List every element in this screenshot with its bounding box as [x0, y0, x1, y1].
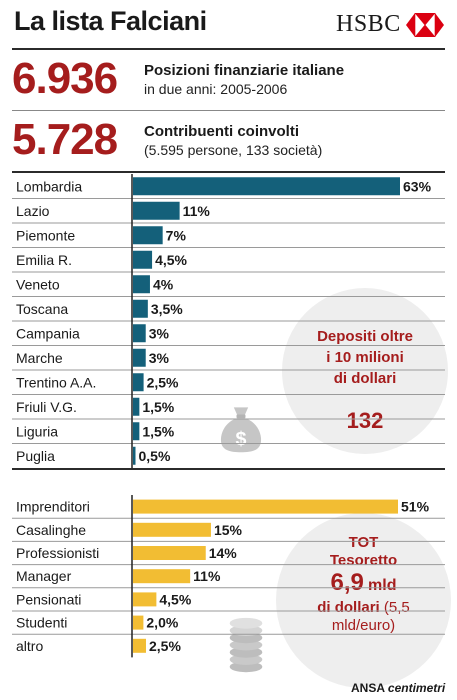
category-label: Imprenditori [16, 499, 90, 515]
region-value-label: 4,5% [155, 252, 187, 268]
category-value-label: 11% [193, 568, 221, 584]
region-bar [133, 250, 153, 269]
region-label: Puglia [16, 448, 55, 464]
brand-name: HSBC [336, 11, 401, 37]
region-value-label: 1,5% [142, 423, 174, 439]
region-label: Emilia R. [16, 252, 72, 268]
region-value-label: 4% [153, 276, 174, 292]
category-label: Studenti [16, 615, 67, 631]
category-value-label: 2,0% [146, 615, 178, 631]
credit: ANSA centimetri [351, 681, 445, 695]
category-label: Pensionati [16, 591, 81, 607]
region-label: Liguria [16, 423, 58, 439]
stat-number: 5.728 [12, 115, 118, 164]
region-value-label: 11% [183, 203, 211, 219]
region-value-label: 7% [166, 227, 187, 243]
region-bar [133, 397, 140, 416]
region-bar [133, 299, 148, 318]
stat-divider [12, 110, 445, 111]
deposits-callout-text: Depositi oltre i 10 milioni di dollari 1… [282, 326, 448, 435]
category-label: Manager [16, 568, 72, 584]
category-value-label: 14% [209, 545, 238, 561]
region-bar [133, 275, 150, 294]
region-bar [133, 226, 163, 245]
category-label: Professionisti [16, 545, 99, 561]
stat-taxpayers: 5.728 Contribuenti coinvolti (5.595 pers… [12, 118, 322, 162]
region-value-label: 3% [149, 325, 170, 341]
region-value-label: 2,5% [147, 374, 179, 390]
category-label: Casalinghe [16, 522, 86, 538]
region-label: Toscana [16, 301, 68, 317]
hsbc-hexagon-logo-icon [405, 12, 444, 37]
brand: HSBC [336, 11, 444, 38]
region-bar [133, 348, 146, 367]
header: La lista Falciani HSBC [0, 0, 457, 50]
stat-label: Contribuenti coinvolti [144, 123, 299, 140]
category-value-label: 2,5% [149, 638, 181, 654]
region-value-label: 3,5% [151, 301, 183, 317]
region-label: Friuli V.G. [16, 399, 77, 415]
region-label: Veneto [16, 276, 60, 292]
tesoretto-extra: (5,5 [383, 599, 410, 616]
deposits-line: Depositi oltre [317, 328, 413, 345]
coins-stack-icon [229, 617, 263, 673]
header-divider [12, 48, 445, 50]
tesoretto-amount: 6,9 [330, 569, 364, 596]
category-value-label: 51% [401, 499, 430, 515]
category-value-label: 15% [214, 522, 243, 538]
deposits-callout [282, 288, 448, 454]
credit-source: ANSA [351, 681, 385, 695]
region-label: Trentino A.A. [16, 374, 96, 390]
region-bar [133, 373, 144, 392]
stat-label: Posizioni finanziarie italiane [144, 62, 345, 79]
category-bar [133, 569, 191, 584]
svg-text:$: $ [236, 428, 247, 450]
tesoretto-extra: mld/euro) [331, 617, 396, 634]
deposits-value: 132 [346, 408, 384, 433]
region-label: Lazio [16, 203, 50, 219]
credit-partner: centimetri [387, 681, 446, 695]
stat-sub: in due anni: 2005-2006 [144, 81, 288, 97]
category-bar [133, 546, 206, 560]
deposits-line: di dollari [333, 370, 397, 387]
page-title: La lista Falciani [14, 6, 207, 36]
category-label: altro [16, 638, 43, 654]
region-label: Piemonte [16, 227, 75, 243]
region-label: Marche [16, 350, 63, 366]
deposits-line: i 10 milioni [326, 349, 404, 366]
stat-positions: 6.936 Posizioni finanziarie italiane in … [12, 57, 344, 101]
category-bar [133, 615, 144, 630]
tesoretto-line: di dollari [317, 599, 380, 616]
tesoretto-callout-text: TOT Tesoretto 6,9 mld di dollari (5,5 ml… [276, 534, 451, 635]
chart-divider [12, 171, 445, 173]
stat-sub: (5.595 persone, 133 società) [144, 142, 323, 158]
category-bar [133, 638, 146, 653]
region-value-label: 63% [403, 178, 432, 194]
region-value-label: 1,5% [142, 399, 174, 415]
tesoretto-unit: mld [368, 577, 397, 594]
region-bar [133, 177, 400, 196]
region-value-label: 0,5% [139, 448, 171, 464]
category-bar [133, 522, 211, 537]
region-label: Lombardia [16, 178, 82, 194]
category-value-label: 4,5% [159, 591, 191, 607]
category-bar [133, 592, 157, 607]
region-label: Campania [16, 325, 80, 341]
category-bar [133, 499, 398, 514]
stat-number: 6.936 [12, 54, 118, 103]
region-value-label: 3% [149, 350, 170, 366]
region-bar [133, 324, 146, 343]
region-bar [133, 201, 180, 220]
tesoretto-callout [276, 513, 451, 688]
region-bar [133, 446, 136, 465]
region-bar [133, 422, 140, 441]
tesoretto-line: TOT [348, 534, 379, 551]
